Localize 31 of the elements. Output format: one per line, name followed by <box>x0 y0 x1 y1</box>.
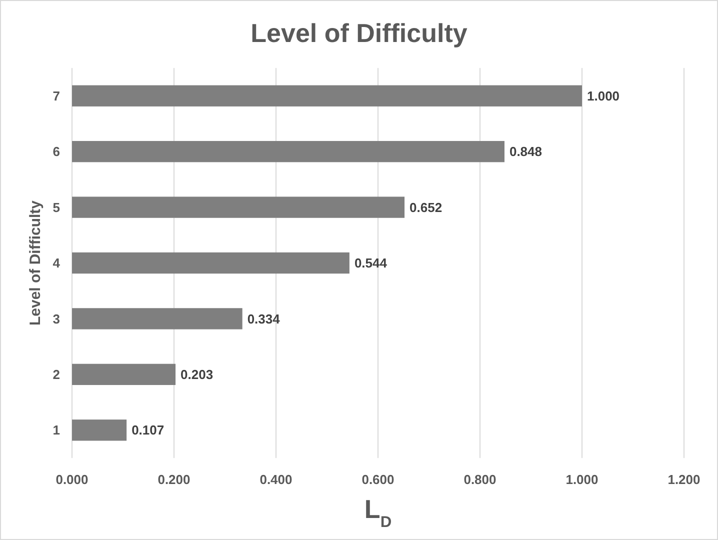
x-tick-label: 0.800 <box>464 472 496 487</box>
data-label: 0.848 <box>509 144 542 160</box>
data-label: 1.000 <box>587 88 620 104</box>
y-tick-label: 7 <box>52 88 60 104</box>
y-axis-title: Level of Difficulty <box>27 200 44 326</box>
data-label: 0.334 <box>247 311 281 326</box>
chart-title: Level of Difficulty <box>250 18 468 48</box>
data-label: 0.203 <box>180 366 214 382</box>
y-tick-label: 1 <box>52 422 60 438</box>
y-tick-label: 6 <box>52 144 60 160</box>
x-tick-label: 0.000 <box>56 472 88 487</box>
bar <box>72 140 504 162</box>
bar <box>72 308 242 330</box>
bar <box>72 364 176 386</box>
x-tick-label: 1.000 <box>566 472 598 487</box>
x-tick-label: 0.200 <box>158 472 190 487</box>
y-tick-label: 5 <box>52 200 60 215</box>
x-tick-label: 1.200 <box>668 472 700 487</box>
bar <box>72 420 127 441</box>
data-label: 0.652 <box>410 200 442 215</box>
bar <box>72 252 350 274</box>
x-tick-label: 0.600 <box>362 472 394 487</box>
y-tick-label: 4 <box>52 256 61 271</box>
y-tick-label: 2 <box>52 366 60 382</box>
data-label: 0.544 <box>354 256 388 271</box>
bar <box>72 85 582 106</box>
data-label: 0.107 <box>132 422 164 438</box>
x-tick-label: 0.400 <box>260 472 292 487</box>
bar <box>72 196 405 218</box>
x-axis-title: L$_{D}$ <box>364 494 392 530</box>
y-tick-label: 3 <box>52 311 60 326</box>
